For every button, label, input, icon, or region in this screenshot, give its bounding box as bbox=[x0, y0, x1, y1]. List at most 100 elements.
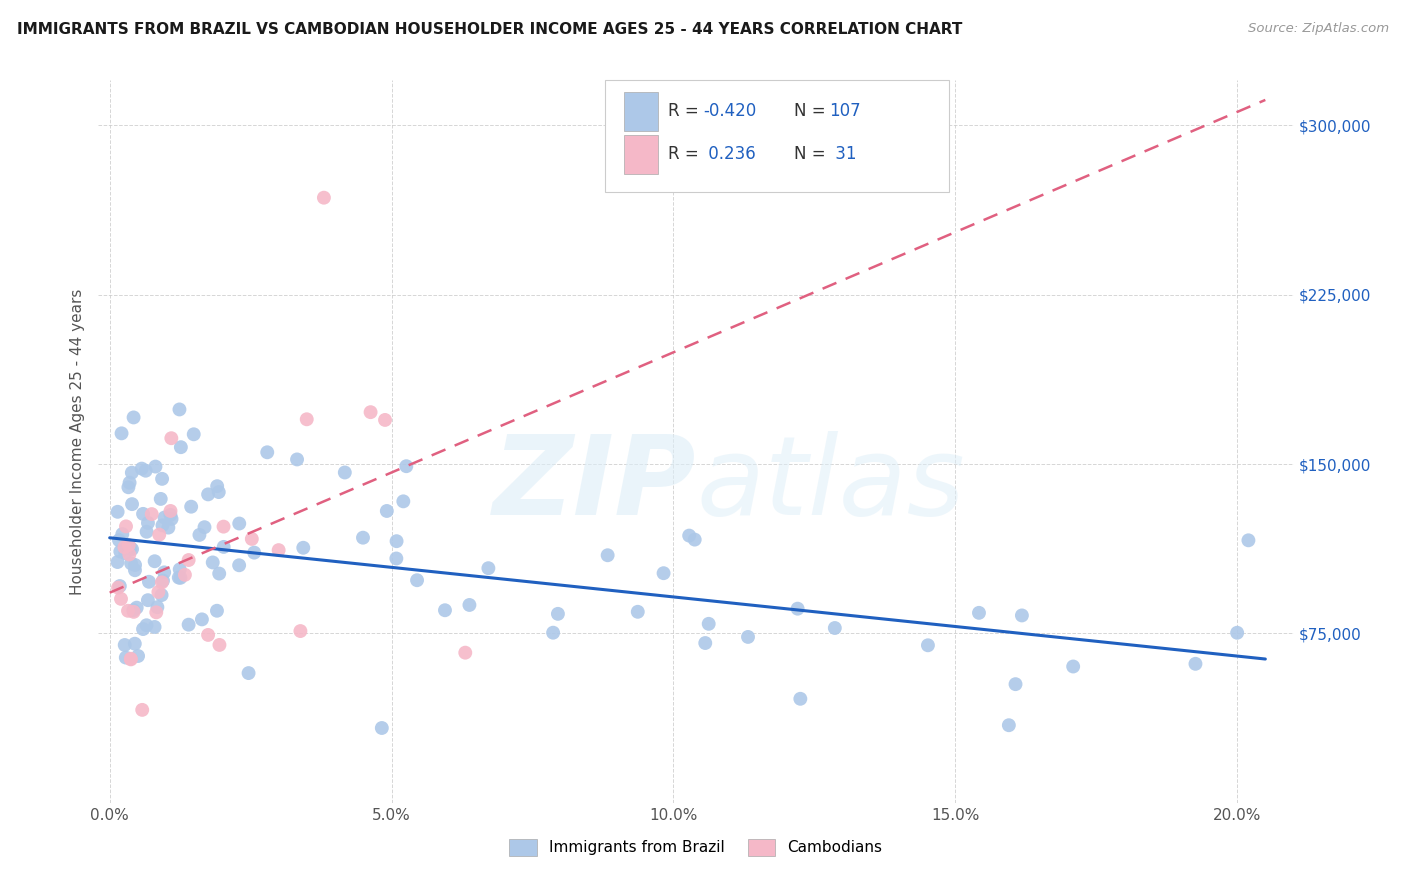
Legend: Immigrants from Brazil, Cambodians: Immigrants from Brazil, Cambodians bbox=[502, 830, 890, 863]
Point bbox=[183, 427, 205, 442]
Point bbox=[228, 516, 250, 531]
Point bbox=[160, 431, 183, 445]
Point bbox=[169, 571, 191, 585]
Point bbox=[143, 620, 166, 634]
Text: N =: N = bbox=[794, 145, 831, 163]
Point bbox=[1004, 677, 1026, 691]
Point bbox=[917, 638, 939, 652]
Point bbox=[132, 507, 155, 521]
Point bbox=[243, 546, 266, 560]
Point bbox=[114, 638, 136, 652]
Point bbox=[406, 573, 429, 587]
Point bbox=[124, 637, 146, 651]
Point bbox=[371, 721, 394, 735]
Point bbox=[212, 519, 235, 533]
Point bbox=[197, 487, 219, 501]
Point bbox=[135, 464, 157, 478]
Point bbox=[312, 191, 335, 205]
Point bbox=[148, 585, 170, 599]
Point bbox=[1226, 625, 1249, 640]
Point bbox=[395, 459, 418, 474]
Point bbox=[191, 612, 214, 626]
Point bbox=[118, 475, 141, 490]
Point bbox=[135, 524, 157, 539]
Point bbox=[150, 588, 173, 602]
Point bbox=[115, 519, 138, 533]
Point bbox=[145, 605, 167, 619]
Point bbox=[136, 593, 159, 607]
Y-axis label: Householder Income Ages 25 - 44 years: Householder Income Ages 25 - 44 years bbox=[70, 288, 86, 595]
Point bbox=[150, 575, 173, 590]
Point bbox=[120, 652, 142, 666]
Point bbox=[967, 606, 990, 620]
Point bbox=[695, 636, 717, 650]
Point bbox=[547, 607, 569, 621]
Point bbox=[146, 600, 169, 615]
Point bbox=[824, 621, 846, 635]
Point bbox=[124, 563, 146, 577]
Text: Source: ZipAtlas.com: Source: ZipAtlas.com bbox=[1249, 22, 1389, 36]
Point bbox=[212, 540, 235, 554]
Point bbox=[160, 512, 183, 526]
Point bbox=[652, 566, 675, 581]
Point bbox=[132, 622, 155, 636]
Point bbox=[477, 561, 499, 575]
Point bbox=[149, 491, 172, 506]
Point bbox=[238, 666, 260, 681]
Point bbox=[131, 703, 153, 717]
Point bbox=[150, 472, 173, 486]
Point bbox=[110, 591, 132, 606]
Point bbox=[360, 405, 382, 419]
Point bbox=[153, 566, 176, 580]
Point bbox=[131, 461, 153, 475]
Point bbox=[153, 510, 176, 524]
Point bbox=[352, 531, 374, 545]
Point bbox=[208, 638, 231, 652]
Text: R =: R = bbox=[668, 103, 704, 120]
Point bbox=[596, 548, 619, 562]
Text: ZIP: ZIP bbox=[492, 432, 696, 539]
Point bbox=[107, 505, 129, 519]
Point bbox=[121, 542, 143, 557]
Point bbox=[127, 648, 149, 663]
Point bbox=[121, 466, 143, 480]
Point bbox=[110, 544, 132, 558]
Point bbox=[148, 527, 170, 541]
Point bbox=[228, 558, 250, 573]
Point bbox=[170, 440, 193, 454]
Point bbox=[169, 562, 191, 576]
Point bbox=[197, 628, 219, 642]
Point bbox=[180, 500, 202, 514]
Text: atlas: atlas bbox=[696, 432, 965, 539]
Point bbox=[120, 541, 142, 556]
Point bbox=[110, 426, 132, 441]
Point bbox=[122, 410, 145, 425]
Point bbox=[107, 581, 129, 595]
Text: -0.420: -0.420 bbox=[703, 103, 756, 120]
Point bbox=[267, 543, 290, 558]
Point bbox=[375, 504, 398, 518]
Text: 107: 107 bbox=[830, 103, 860, 120]
Point bbox=[118, 539, 141, 553]
Point bbox=[385, 534, 408, 549]
Point bbox=[374, 413, 396, 427]
Point bbox=[541, 625, 564, 640]
Point bbox=[122, 603, 145, 617]
Text: N =: N = bbox=[794, 103, 831, 120]
Point bbox=[1011, 608, 1033, 623]
Point bbox=[1237, 533, 1260, 548]
Point bbox=[201, 556, 224, 570]
Point bbox=[458, 598, 481, 612]
Point bbox=[112, 541, 135, 555]
Text: IMMIGRANTS FROM BRAZIL VS CAMBODIAN HOUSEHOLDER INCOME AGES 25 - 44 YEARS CORREL: IMMIGRANTS FROM BRAZIL VS CAMBODIAN HOUS… bbox=[17, 22, 962, 37]
Point bbox=[124, 558, 146, 572]
Point bbox=[159, 508, 181, 522]
Point bbox=[117, 480, 139, 494]
Point bbox=[1184, 657, 1206, 671]
Point bbox=[141, 507, 163, 521]
Point bbox=[208, 566, 231, 581]
Point bbox=[152, 518, 174, 533]
Point bbox=[117, 604, 139, 618]
Point bbox=[678, 528, 700, 542]
Point bbox=[167, 571, 190, 585]
